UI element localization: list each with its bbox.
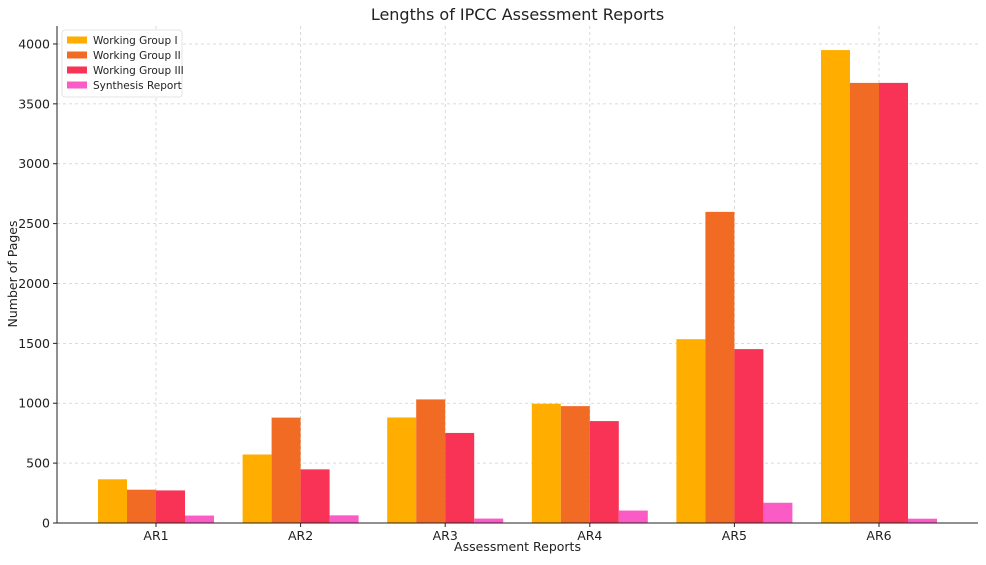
bar-synthesis-report-ar6	[908, 518, 937, 523]
y-tick-label: 1000	[18, 396, 50, 411]
bar-working-group-ii-ar6	[850, 82, 879, 523]
legend-swatch	[67, 66, 87, 74]
legend-swatch	[67, 51, 87, 59]
bar-synthesis-report-ar2	[329, 515, 359, 523]
legend-label: Working Group II	[93, 50, 181, 62]
x-tick-label: AR4	[577, 528, 602, 543]
legend-label: Synthesis Report	[93, 80, 182, 92]
bar-working-group-i-ar3	[387, 417, 417, 523]
legend-label: Working Group I	[93, 35, 178, 47]
legend-swatch	[67, 81, 87, 89]
x-tick-label: AR6	[866, 528, 891, 543]
bar-working-group-iii-ar4	[589, 421, 619, 523]
bar-working-group-i-ar6	[821, 50, 850, 524]
y-tick-label: 1500	[18, 336, 50, 351]
legend-swatch	[67, 36, 87, 44]
bar-working-group-ii-ar5	[705, 211, 735, 523]
chart-title: Lengths of IPCC Assessment Reports	[371, 5, 664, 24]
bar-synthesis-report-ar5	[763, 502, 793, 523]
bar-synthesis-report-ar3	[474, 518, 504, 523]
bar-working-group-ii-ar1	[127, 489, 156, 523]
bar-working-group-i-ar2	[242, 454, 272, 523]
legend-frame	[61, 29, 183, 98]
bars-layer	[98, 50, 937, 524]
bar-working-group-ii-ar3	[416, 399, 446, 523]
bar-working-group-iii-ar1	[156, 490, 185, 523]
legend: Working Group I Working Group II Working G…	[61, 29, 184, 98]
bar-working-group-iii-ar2	[300, 469, 330, 523]
y-tick-label: 2000	[18, 276, 50, 291]
bar-working-group-iii-ar3	[445, 432, 475, 523]
x-tick-label: AR2	[288, 528, 313, 543]
bar-synthesis-report-ar4	[618, 510, 648, 523]
axes-layer: 0 500 1000 1500 2000 2500 3000 3500 4000 AR1 AR2 AR…	[18, 26, 978, 543]
bar-working-group-iii-ar6	[879, 82, 908, 523]
y-axis-label: Number of Pages	[5, 221, 20, 328]
bar-working-group-i-ar5	[676, 339, 706, 523]
y-tick-label: 500	[26, 456, 50, 471]
legend-label: Working Group III	[93, 65, 184, 77]
bar-working-group-ii-ar2	[271, 417, 301, 523]
y-tick-label: 4000	[18, 36, 50, 51]
x-tick-label: AR1	[143, 528, 168, 543]
bar-working-group-i-ar4	[531, 403, 561, 523]
bar-working-group-i-ar1	[98, 479, 127, 523]
bar-working-group-ii-ar4	[560, 406, 590, 523]
bar-working-group-iii-ar5	[734, 349, 764, 523]
x-axis-label: Assessment Reports	[454, 539, 581, 554]
y-tick-label: 0	[42, 516, 50, 531]
bar-synthesis-report-ar1	[185, 515, 214, 523]
y-tick-label: 2500	[18, 216, 50, 231]
y-tick-label: 3500	[18, 96, 50, 111]
x-tick-label: AR5	[722, 528, 747, 543]
y-tick-label: 3000	[18, 156, 50, 171]
x-tick-label: AR3	[433, 528, 458, 543]
